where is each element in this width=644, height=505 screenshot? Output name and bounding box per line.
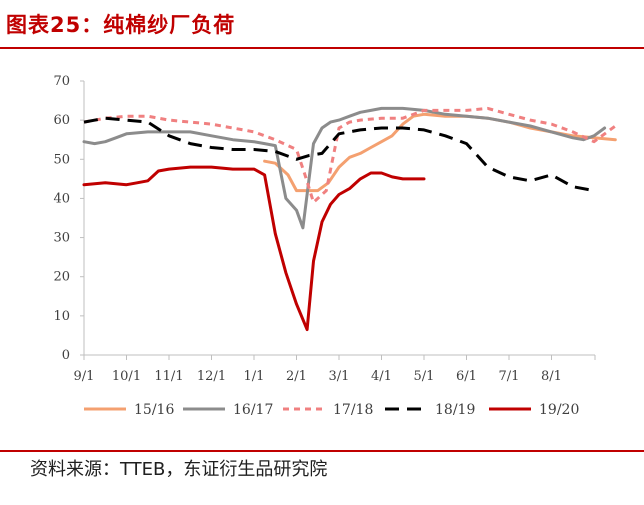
legend-label: 17/18: [333, 402, 373, 418]
x-tick-label: 11/1: [154, 369, 183, 384]
y-tick-label: 70: [53, 74, 70, 89]
series-line-16-17: [82, 106, 607, 230]
line-chart: 0 10 20 30 40 50 60 70 9/1 10/1 11/1 12/1 1/1 2/1 3/1 4…: [53, 74, 617, 418]
title-rule: [0, 47, 644, 49]
legend-label: 18/19: [435, 402, 475, 418]
source-note: 资料来源：TTEB，东证衍生品研究院: [30, 459, 328, 480]
x-tick-label: 2/1: [286, 369, 307, 384]
chart-title: 图表25：纯棉纱厂负荷: [6, 13, 236, 37]
x-tick-label: 7/1: [499, 369, 520, 384]
x-tick-label: 9/1: [74, 369, 95, 384]
legend-label: 16/17: [233, 402, 273, 418]
x-tick-label: 4/1: [371, 369, 392, 384]
y-tick-label: 30: [53, 231, 70, 246]
x-tick-label: 5/1: [414, 369, 435, 384]
x-tick-label: 1/1: [244, 369, 265, 384]
legend-label: 15/16: [134, 402, 174, 418]
x-tick-label: 12/1: [197, 369, 226, 384]
series-line-15-16: [263, 112, 617, 193]
x-tick-label: 10/1: [112, 369, 141, 384]
chart-axes: 0 10 20 30 40 50 60 70 9/1 10/1 11/1 12/1 1/1 2/1 3/1 4…: [53, 74, 596, 384]
y-tick-label: 20: [53, 270, 70, 285]
source-rule: [0, 450, 644, 452]
legend-label: 19/20: [539, 402, 579, 418]
x-tick-label: 3/1: [329, 369, 350, 384]
series-line-18-19: [83, 116, 595, 193]
y-tick-label: 0: [62, 348, 70, 363]
chart-series: [82, 106, 617, 332]
x-tick-label: 6/1: [456, 369, 477, 384]
series-line-17-18: [83, 106, 617, 204]
y-tick-label: 50: [53, 152, 70, 167]
y-tick-label: 40: [53, 191, 70, 206]
series-line-19-20: [82, 165, 426, 332]
chart-legend: 15/16 16/17 17/18 18/19 19/20: [84, 402, 579, 418]
y-tick-label: 60: [53, 113, 70, 128]
y-tick-label: 10: [53, 309, 70, 324]
x-tick-label: 8/1: [541, 369, 562, 384]
